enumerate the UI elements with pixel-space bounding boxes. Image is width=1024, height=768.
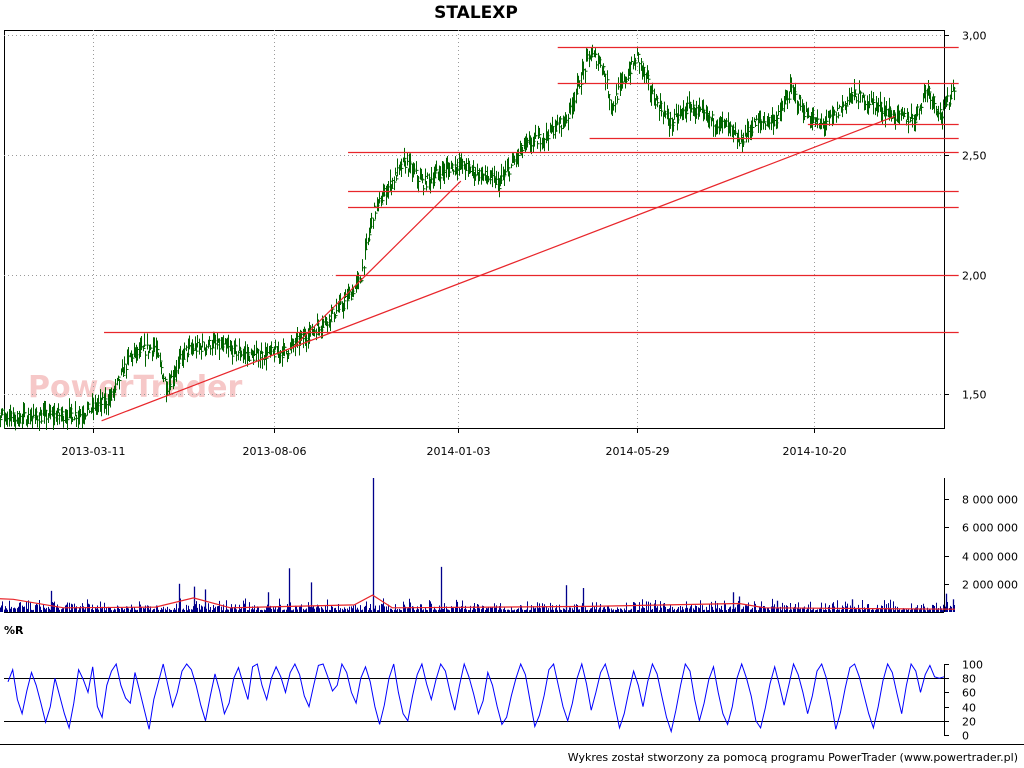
volume-moving-average <box>0 594 956 610</box>
price-x-tick-label: 2013-08-06 <box>243 445 307 458</box>
watermark: PowerTrader <box>28 370 242 405</box>
volume-panel: 8 000 000 6 000 000 4 000 000 2 000 000 <box>0 478 1018 613</box>
price-frame <box>4 30 945 429</box>
trend-line <box>291 180 462 350</box>
price-y-tick-label: 2,50 <box>962 150 987 163</box>
williams-r-y-tick-label: 80 <box>962 673 976 686</box>
williams-r-y-tick-label: 20 <box>962 716 976 729</box>
williams-r-y-tick-label: 0 <box>962 730 969 743</box>
williams-r-y-tick-label: 60 <box>962 687 976 700</box>
price-y-tick-label: 2,00 <box>962 270 987 283</box>
price-bars <box>0 44 957 431</box>
williams-r-label: %R <box>4 624 24 637</box>
price-x-tick-label: 2014-01-03 <box>427 445 491 458</box>
price-panel: 2013-03-11 2013-08-06 2014-01-03 2014-05-29… <box>0 30 987 458</box>
chart-title: STALEXP <box>434 3 518 23</box>
volume-y-tick-label: 4 000 000 <box>962 551 1018 564</box>
trend-line <box>101 115 896 422</box>
volume-y-tick-label: 8 000 000 <box>962 494 1018 507</box>
watermark-text: PowerTrader <box>28 370 242 405</box>
price-x-tick-label: 2014-10-20 <box>783 445 847 458</box>
price-x-tick-label: 2014-05-29 <box>606 445 670 458</box>
williams-r-line <box>7 662 945 734</box>
price-y-tick-label: 1,50 <box>962 389 987 402</box>
volume-y-tick-label: 6 000 000 <box>962 522 1018 535</box>
williams-r-y-tick-label: 40 <box>962 702 976 715</box>
credit-text: Wykres został stworzony za pomocą progra… <box>568 751 1018 764</box>
williams-r-y-tick-label: 100 <box>962 659 983 672</box>
price-x-tick-label: 2013-03-11 <box>62 445 126 458</box>
volume-y-tick-label: 2 000 000 <box>962 579 1018 592</box>
price-y-tick-label: 3,00 <box>962 30 987 43</box>
